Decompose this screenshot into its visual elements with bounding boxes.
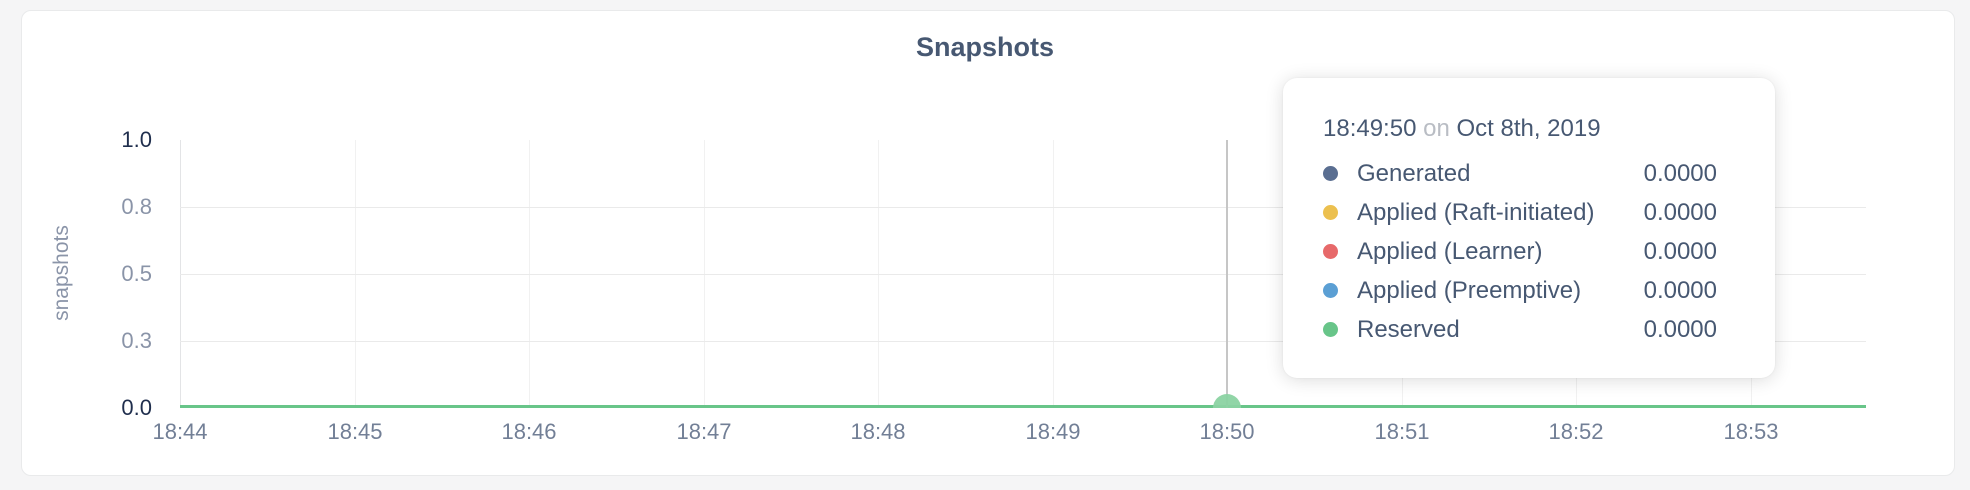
tooltip-date: Oct 8th, 2019 xyxy=(1456,115,1601,142)
tooltip-row: Applied (Preemptive) 0.0000 xyxy=(1323,271,1717,310)
chart-title: Snapshots xyxy=(915,32,1055,62)
tooltip-row: Applied (Learner) 0.0000 xyxy=(1323,232,1717,271)
series-color-dot xyxy=(1323,322,1338,337)
series-label: Applied (Raft-initiated) xyxy=(1357,198,1595,226)
tooltip-timestamp: 18:49:50 on Oct 8th, 2019 xyxy=(1323,112,1717,146)
series-value: 0.0000 xyxy=(1643,159,1717,187)
x-tick-label: 18:50 xyxy=(1199,419,1255,444)
chart-tooltip: 18:49:50 on Oct 8th, 2019 Generated 0.000… xyxy=(1283,78,1775,378)
tooltip-time: 18:49:50 xyxy=(1323,115,1417,142)
series-color-dot xyxy=(1323,166,1338,181)
x-tick-label: 18:49 xyxy=(1025,419,1081,444)
series-value: 0.0000 xyxy=(1643,276,1717,304)
y-gridline xyxy=(180,207,1866,208)
y-tick-label: 0.3 xyxy=(121,328,152,353)
x-tick-label: 18:53 xyxy=(1723,419,1779,444)
x-tick-label: 18:46 xyxy=(501,419,557,444)
series-value: 0.0000 xyxy=(1643,237,1717,265)
y-gridline xyxy=(180,274,1866,275)
hover-crosshair xyxy=(1226,140,1228,408)
tooltip-row: Generated 0.0000 xyxy=(1323,154,1717,193)
y-gridline xyxy=(180,341,1866,342)
series-value: 0.0000 xyxy=(1643,198,1717,226)
series-label: Reserved xyxy=(1357,315,1460,343)
series-color-dot xyxy=(1323,283,1338,298)
y-tick-label: 0.8 xyxy=(121,194,152,219)
x-tick-label: 18:44 xyxy=(152,419,208,444)
hover-point xyxy=(1213,394,1241,408)
x-tick-label: 18:48 xyxy=(850,419,906,444)
x-tick-label: 18:47 xyxy=(676,419,732,444)
x-tick-label: 18:52 xyxy=(1548,419,1604,444)
series-label: Generated xyxy=(1357,159,1471,187)
tooltip-row: Reserved 0.0000 xyxy=(1323,310,1717,349)
y-tick-label: 1.0 xyxy=(121,127,152,152)
series-color-dot xyxy=(1323,244,1338,259)
series-value: 0.0000 xyxy=(1643,315,1717,343)
series-label: Applied (Learner) xyxy=(1357,237,1543,265)
series-color-dot xyxy=(1323,205,1338,220)
x-tick-label: 18:45 xyxy=(327,419,383,444)
series-line-reserved xyxy=(180,405,1866,408)
tooltip-connector: on xyxy=(1423,115,1450,142)
tooltip-legend: Generated 0.0000 Applied (Raft-initiated) 0… xyxy=(1323,154,1717,349)
series-label: Applied (Preemptive) xyxy=(1357,276,1582,304)
x-tick-label: 18:51 xyxy=(1374,419,1430,444)
y-tick-label: 0.0 xyxy=(121,395,152,420)
y-tick-label: 0.5 xyxy=(121,261,152,286)
tooltip-row: Applied (Raft-initiated) 0.0000 xyxy=(1323,193,1717,232)
